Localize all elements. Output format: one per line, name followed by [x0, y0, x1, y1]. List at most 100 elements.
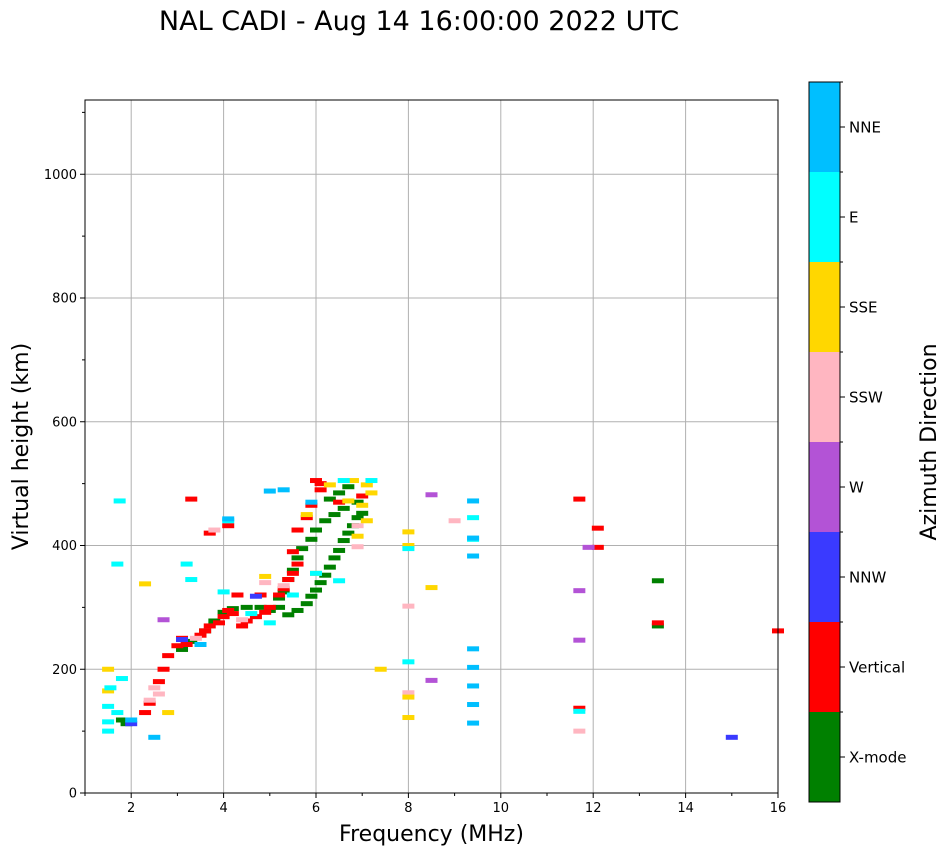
data-point-e — [310, 570, 322, 576]
data-point-x-mode — [240, 604, 253, 610]
data-point-ssw — [448, 518, 461, 524]
colorbar-segment — [809, 712, 840, 802]
x-tick-label: 12 — [585, 801, 602, 816]
data-point-x-mode — [277, 589, 290, 595]
y-tick-label: 800 — [52, 292, 77, 307]
data-point-vertical — [300, 515, 313, 521]
data-point-x-mode — [305, 593, 318, 599]
data-point-nne — [263, 488, 276, 494]
data-point-vertical — [573, 705, 586, 711]
data-point-nne — [467, 646, 480, 652]
data-point-ssw — [277, 583, 290, 589]
x-axis: 2 4 6 8 10 12 14 16 — [84, 793, 786, 816]
data-point-vertical — [305, 502, 318, 508]
data-point-x-mode — [176, 646, 189, 652]
data-point-x-mode — [115, 717, 128, 723]
data-point-nne — [222, 516, 235, 522]
colorbar-frame — [808, 81, 841, 803]
data-point-e — [365, 478, 378, 484]
data-point-nne — [467, 702, 480, 708]
data-point-nne — [277, 487, 290, 493]
data-point-vertical — [194, 632, 207, 638]
data-point-vertical — [314, 487, 327, 493]
data-point-vertical — [203, 530, 216, 536]
data-point-ssw — [402, 603, 415, 609]
data-point-nne — [467, 720, 480, 726]
data-point-vertical — [273, 592, 286, 598]
data-point-x-mode — [328, 555, 341, 561]
data-point-e — [245, 611, 258, 617]
data-point-ssw — [148, 685, 161, 691]
x-tick-label: 14 — [677, 801, 694, 816]
data-point-e — [217, 589, 230, 595]
data-point-nnw — [249, 593, 262, 599]
data-point-vertical — [573, 496, 586, 502]
data-point-vertical — [212, 620, 225, 626]
colorbar-segment — [809, 82, 840, 172]
data-point-x-mode — [333, 490, 346, 496]
data-point-sse — [300, 512, 313, 518]
data-point-vertical — [651, 620, 664, 626]
colorbar: X-mode Vertical NNW W SSW SSE E NNE — [808, 81, 906, 803]
data-point-w — [573, 637, 586, 643]
y-tick-label: 0 — [69, 787, 77, 802]
grid-layer — [85, 100, 779, 794]
data-point-vertical — [185, 496, 198, 502]
y-axis-label: Virtual height (km) — [9, 343, 34, 550]
data-point-vertical — [152, 679, 165, 685]
data-point-vertical — [286, 549, 299, 555]
data-point-e — [402, 546, 415, 552]
data-point-w — [582, 544, 595, 550]
data-point-vertical — [236, 623, 249, 629]
x-tick-label: 6 — [312, 801, 320, 816]
colorbar-segment — [809, 352, 840, 442]
data-point-nne — [467, 535, 480, 541]
data-point-e — [102, 719, 115, 725]
data-point-x-mode — [328, 512, 341, 518]
data-point-x-mode — [254, 604, 267, 610]
data-point-vertical — [291, 527, 304, 533]
data-point-e — [102, 728, 115, 734]
data-point-nne — [467, 683, 480, 689]
data-point-vertical — [231, 592, 244, 598]
data-point-sse — [102, 666, 115, 672]
data-point-sse — [360, 482, 373, 488]
data-point-x-mode — [323, 564, 336, 570]
data-point-x-mode — [296, 546, 309, 552]
data-point-sse — [139, 581, 152, 587]
data-point-sse — [374, 666, 387, 672]
data-point-x-mode — [319, 572, 332, 578]
data-point-x-mode — [273, 604, 286, 610]
data-point-x-mode — [310, 527, 322, 533]
x-tick-label: 8 — [404, 801, 412, 816]
data-point-e — [337, 478, 350, 484]
data-point-x-mode — [286, 567, 299, 573]
colorbar-segment — [809, 622, 840, 712]
data-point-sse — [356, 502, 369, 508]
data-point-x-mode — [323, 496, 336, 502]
data-point-x-mode — [333, 547, 346, 553]
data-point-sse — [342, 498, 355, 504]
data-point-e — [102, 703, 115, 709]
colorbar-tick-label: E — [849, 209, 858, 227]
data-point-vertical — [222, 607, 235, 613]
data-point-e — [113, 498, 126, 504]
data-point-x-mode — [342, 484, 355, 490]
colorbar-tick-label: Vertical — [849, 659, 905, 677]
data-point-x-mode — [342, 530, 355, 536]
data-point-ssw — [259, 580, 272, 586]
data-point-sse — [360, 518, 373, 524]
data-point-w — [425, 677, 438, 683]
data-point-x-mode — [356, 510, 369, 516]
data-point-sse — [425, 585, 438, 591]
data-point-sse — [402, 715, 415, 721]
x-tick-label: 4 — [219, 801, 227, 816]
data-point-e — [185, 577, 198, 583]
data-point-e — [286, 592, 299, 598]
colorbar-tick-label: SSW — [849, 389, 883, 407]
data-point-w — [425, 492, 438, 498]
x-axis-label: Frequency (MHz) — [339, 822, 524, 847]
data-point-x-mode — [319, 518, 332, 524]
colorbar-segment — [809, 172, 840, 262]
data-point-e — [263, 620, 276, 626]
